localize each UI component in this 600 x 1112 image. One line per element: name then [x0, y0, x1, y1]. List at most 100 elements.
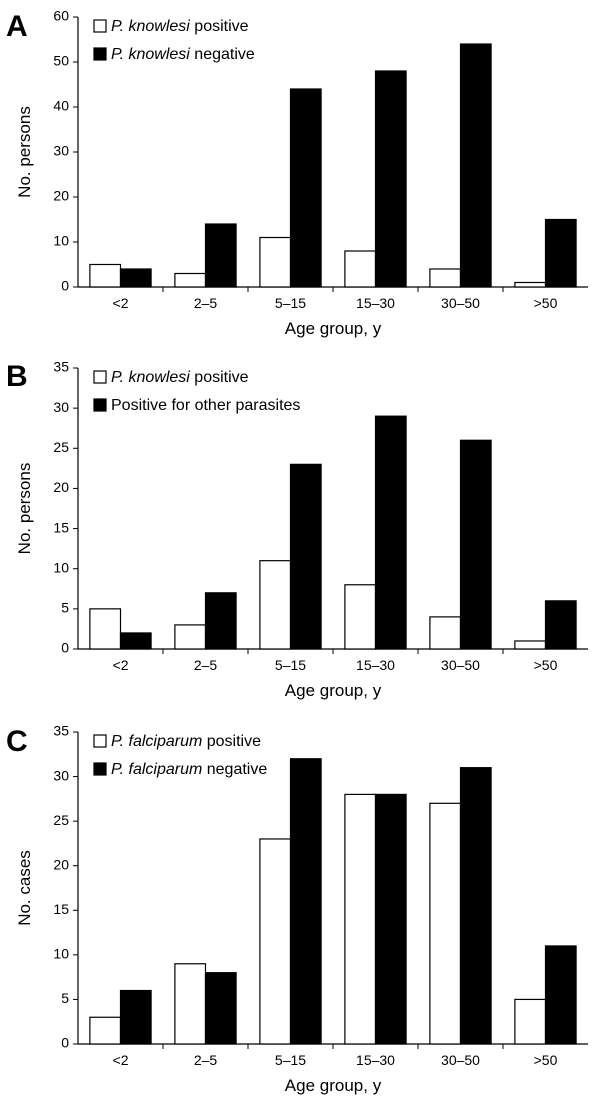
bar-series-1 — [429, 268, 462, 288]
bar-series-2 — [119, 632, 152, 650]
y-tick-label: 30 — [53, 143, 69, 159]
y-tick-label: 35 — [53, 723, 69, 739]
y-tick-label: 15 — [53, 519, 69, 535]
legend-label: Positive for other parasites — [111, 397, 300, 414]
x-tick-label: 30–50 — [441, 657, 480, 673]
x-tick-label: >50 — [534, 657, 558, 673]
bar-series-1 — [174, 624, 207, 650]
bar-series-2 — [204, 223, 237, 288]
y-axis-title: No. persons — [15, 106, 34, 198]
chart-panel-a: A 0 10 20 30 40 50 60 <2 2–5 5–15 15–30 30–50 >50 Age … — [6, 8, 588, 338]
bar-series-2 — [204, 592, 237, 650]
y-tick-label: 25 — [53, 439, 69, 455]
y-tick-label: 5 — [61, 990, 69, 1006]
y-axis-title: No. cases — [15, 850, 34, 926]
bar-series-2 — [119, 268, 152, 288]
y-tick-label: 10 — [53, 946, 69, 962]
x-tick-label: <2 — [113, 657, 129, 673]
y-axis-title: No. persons — [15, 463, 34, 555]
bar-series-2 — [459, 767, 492, 1045]
legend-label: P. falciparum negative — [111, 761, 267, 778]
bar-series-1 — [259, 560, 292, 650]
x-tick-label: 2–5 — [194, 1052, 218, 1068]
bar-series-2 — [374, 415, 407, 650]
legend-swatch — [93, 734, 107, 748]
bar-series-1 — [89, 263, 122, 288]
chart-panel-c: C 0 5 10 15 20 25 30 35 <2 2–5 5–15 15–30 30–50 >50 Age… — [6, 723, 588, 1095]
x-tick-label: 30–50 — [441, 1052, 480, 1068]
bar-series-1 — [89, 608, 122, 650]
legend-swatch — [93, 762, 107, 776]
x-tick-label: 30–50 — [441, 295, 480, 311]
bar-series-1 — [259, 838, 292, 1045]
y-tick-label: 20 — [53, 479, 69, 495]
x-axis-title: Age group, y — [285, 681, 382, 700]
bar-series-1 — [514, 640, 547, 650]
x-tick-label: 15–30 — [356, 1052, 395, 1068]
y-tick-label: 10 — [53, 233, 69, 249]
bar-series-2 — [544, 218, 577, 288]
x-tick-label: 15–30 — [356, 295, 395, 311]
y-tick-label: 35 — [53, 359, 69, 375]
y-tick-label: 20 — [53, 188, 69, 204]
y-tick-label: 5 — [61, 600, 69, 616]
bar-series-1 — [344, 250, 377, 288]
bar-series-2 — [289, 463, 322, 650]
bar-series-1 — [429, 616, 462, 650]
bar-series-2 — [544, 945, 577, 1045]
bar-series-2 — [374, 793, 407, 1045]
panel-letter: B — [6, 360, 28, 393]
legend-label: P. knowlesi negative — [111, 46, 255, 63]
bar-series-1 — [174, 272, 207, 288]
y-tick-label: 0 — [61, 640, 69, 656]
bar-series-2 — [204, 972, 237, 1045]
y-tick-label: 15 — [53, 901, 69, 917]
legend-swatch — [93, 398, 107, 412]
y-tick-label: 30 — [53, 399, 69, 415]
x-tick-label: 5–15 — [275, 657, 306, 673]
legend-swatch — [93, 19, 107, 33]
panel-letter: C — [6, 725, 28, 758]
x-tick-label: >50 — [534, 1052, 558, 1068]
x-axis-title: Age group, y — [285, 1076, 382, 1095]
bar-series-1 — [514, 281, 547, 288]
bar-series-1 — [514, 998, 547, 1045]
y-tick-label: 30 — [53, 767, 69, 783]
x-tick-label: <2 — [113, 1052, 129, 1068]
x-tick-label: <2 — [113, 295, 129, 311]
bar-series-2 — [119, 989, 152, 1045]
bar-series-1 — [344, 584, 377, 650]
x-tick-label: 5–15 — [275, 1052, 306, 1068]
legend-label: P. knowlesi positive — [111, 369, 249, 386]
y-tick-label: 25 — [53, 812, 69, 828]
x-tick-label: 5–15 — [275, 295, 306, 311]
bar-series-2 — [289, 88, 322, 288]
y-tick-label: 50 — [53, 53, 69, 69]
x-tick-label: 2–5 — [194, 295, 218, 311]
y-tick-label: 0 — [61, 278, 69, 294]
x-tick-label: 15–30 — [356, 657, 395, 673]
bar-series-2 — [374, 70, 407, 288]
legend-swatch — [93, 370, 107, 384]
bar-series-1 — [174, 963, 207, 1045]
legend-swatch — [93, 47, 107, 61]
y-tick-label: 40 — [53, 98, 69, 114]
legend-label: P. knowlesi positive — [111, 18, 249, 35]
x-tick-label: 2–5 — [194, 657, 218, 673]
bar-series-2 — [459, 439, 492, 650]
bar-series-1 — [429, 802, 462, 1045]
y-tick-label: 20 — [53, 856, 69, 872]
bar-series-2 — [459, 43, 492, 288]
bar-series-2 — [289, 758, 322, 1045]
bar-series-1 — [89, 1016, 122, 1045]
panel-letter: A — [6, 10, 28, 43]
legend-label: P. falciparum positive — [111, 733, 261, 750]
bar-series-2 — [544, 600, 577, 650]
y-tick-label: 60 — [53, 8, 69, 24]
x-tick-label: >50 — [534, 295, 558, 311]
y-tick-label: 10 — [53, 559, 69, 575]
bar-series-1 — [344, 793, 377, 1045]
y-tick-label: 0 — [61, 1035, 69, 1051]
bar-series-1 — [259, 236, 292, 288]
